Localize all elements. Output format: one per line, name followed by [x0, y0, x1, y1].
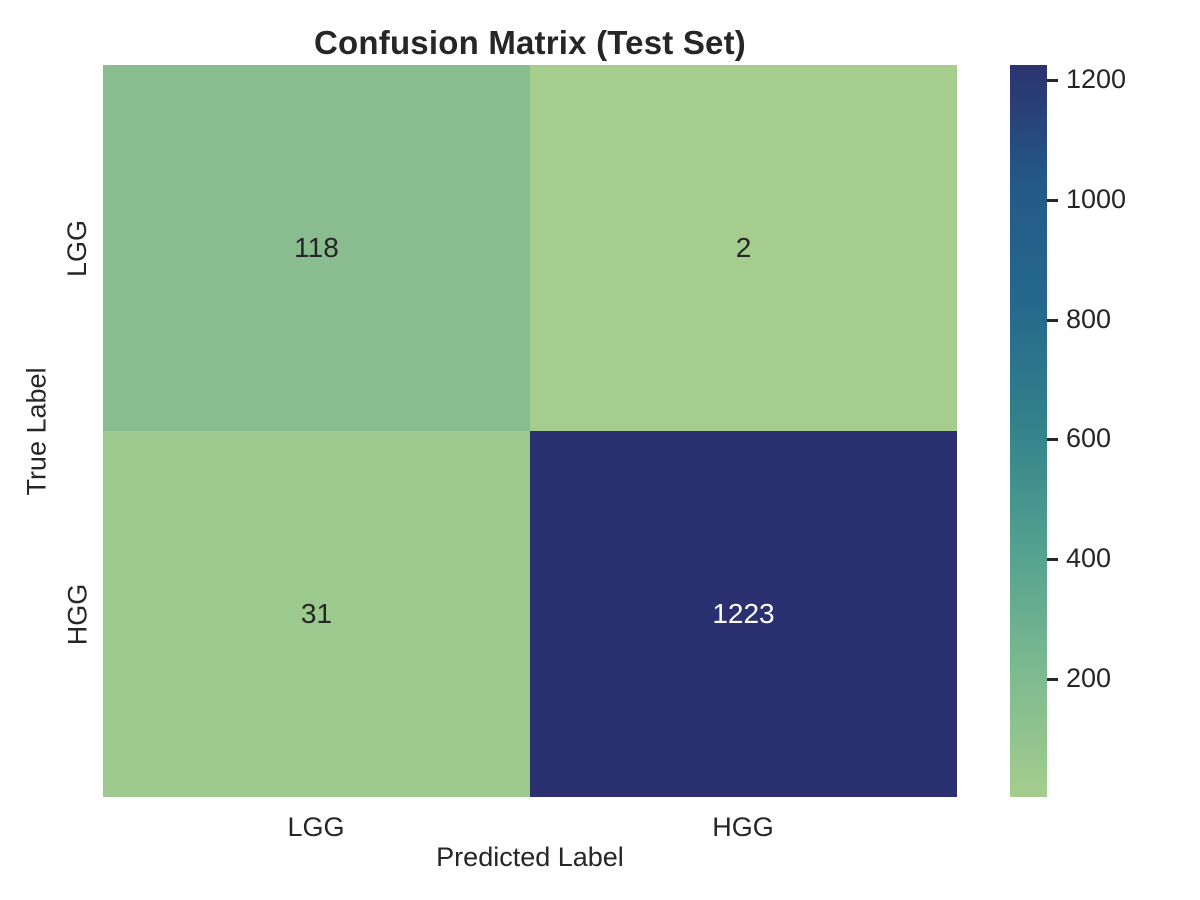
x-tick-label-lgg: LGG [287, 812, 345, 842]
heatmap-cell-lgg-lgg: 118 [103, 65, 530, 431]
colorbar-tick-mark [1047, 558, 1058, 561]
colorbar-tick-mark [1047, 319, 1058, 322]
x-tick-label-hgg: HGG [712, 812, 774, 842]
cell-value: 31 [300, 598, 333, 629]
colorbar-tick-mark [1047, 438, 1058, 441]
colorbar-tick-mark [1047, 678, 1058, 681]
chart-title: Confusion Matrix (Test Set) [314, 24, 746, 61]
heatmap-grid: 118 2 31 1223 [103, 65, 957, 797]
heatmap-cell-lgg-hgg: 2 [530, 65, 957, 431]
cell-value: 1223 [712, 598, 775, 629]
colorbar [1010, 65, 1047, 797]
heatmap-cell-hgg-lgg: 31 [103, 431, 530, 797]
cell-value: 118 [294, 232, 339, 263]
colorbar-tick-mark [1047, 79, 1058, 82]
cell-value: 2 [735, 232, 752, 263]
colorbar-tick-mark [1047, 199, 1058, 202]
heatmap-cell-hgg-hgg: 1223 [530, 431, 957, 797]
x-axis-label: Predicted Label [436, 842, 624, 872]
